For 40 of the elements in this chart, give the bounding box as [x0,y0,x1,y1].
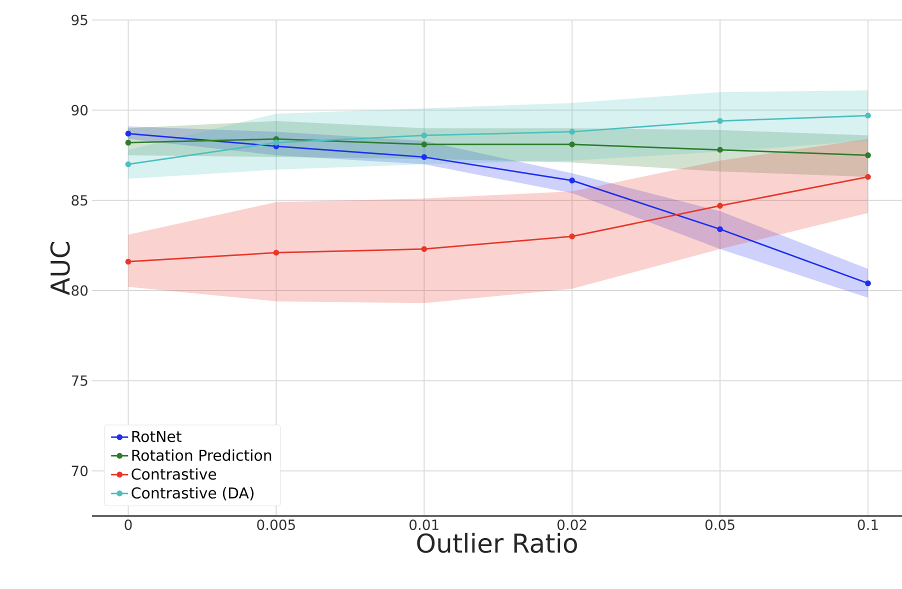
x-tick-label: 0.02 [557,519,586,530]
legend-label: Contrastive [132,468,216,480]
point [273,140,280,146]
point [125,161,132,168]
point [865,152,871,158]
point [717,146,723,153]
point [569,178,576,184]
y-tick-label: 90 [72,104,88,116]
y-axis-title: AUC [50,242,70,296]
point [125,140,132,146]
y-tick-label: 85 [72,195,88,206]
legend-label: Contrastive (DA) [132,487,254,500]
y-tick-label: 75 [72,376,88,386]
point [717,226,723,232]
legend-label: RotNet [132,430,182,442]
point [421,154,428,160]
point [717,202,723,209]
x-tick-label: 0.05 [705,519,734,530]
point [865,112,871,119]
point [421,246,428,252]
x-tick-label: 0.1 [858,519,878,530]
point [865,280,871,286]
point [717,118,723,124]
y-tick-label: 80 [72,285,88,296]
y-tick-label: 70 [72,466,88,476]
point [865,174,871,180]
x-tick-label: 0.005 [257,519,295,530]
x-axis-title: Outlier Ratio [417,532,577,553]
point [273,250,280,256]
point [125,130,132,137]
point [569,233,576,240]
y-tick-label: 95 [72,14,88,26]
point [421,141,428,148]
x-tick-label: 0 [124,519,132,530]
legend-label: Rotation Prediction [132,449,272,461]
x-tick-label: 0.01 [410,519,438,530]
point [569,141,576,148]
point [421,132,428,138]
point [125,258,132,265]
point [569,128,576,135]
